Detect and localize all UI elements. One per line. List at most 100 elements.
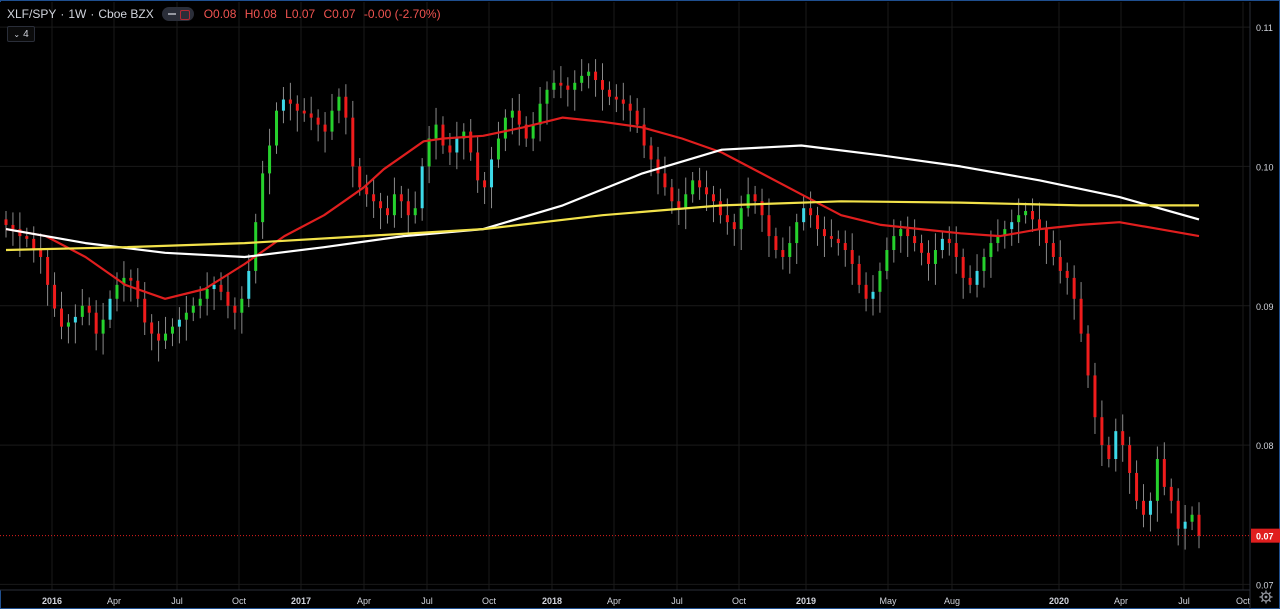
candle-body: [1093, 375, 1097, 418]
candle-body: [1107, 445, 1111, 460]
candle-body: [87, 305, 91, 313]
y-tick-label: 0.11: [1256, 23, 1273, 33]
x-tick-label: Oct: [732, 596, 747, 606]
candle-body: [1169, 486, 1173, 501]
candle-body: [885, 250, 889, 271]
candle-body: [254, 222, 258, 271]
candle-body: [975, 270, 979, 285]
candle-body: [656, 159, 660, 174]
plot-area: [0, 2, 1250, 590]
x-tick-label: Oct: [1236, 596, 1251, 606]
candle-body: [961, 256, 965, 278]
x-tick-label: May: [879, 596, 897, 606]
candle-body: [982, 256, 986, 271]
candle-body: [427, 138, 431, 167]
candle-body: [365, 187, 369, 195]
candle-body: [240, 298, 244, 313]
ma-line-red: [5, 116, 1200, 300]
candle-body: [1176, 500, 1180, 529]
candle-body: [559, 82, 563, 86]
candle-body: [73, 316, 77, 323]
chevron-down-icon: ⌄: [13, 29, 21, 39]
candle-body: [295, 103, 299, 111]
x-tick-label: Jul: [421, 596, 433, 606]
candle-body: [649, 145, 653, 160]
candle-body: [816, 215, 820, 230]
interval-label[interactable]: 1W: [68, 7, 87, 21]
candle-body: [1162, 459, 1166, 487]
y-tick-label: 0.09: [1256, 302, 1274, 312]
candle-body: [954, 243, 958, 257]
candle-body: [372, 194, 376, 202]
candle-body: [601, 80, 604, 90]
candle-body: [947, 238, 951, 244]
candle-body: [899, 229, 903, 237]
candle-body: [864, 284, 868, 299]
candle-body: [739, 208, 743, 230]
candle-body: [913, 236, 917, 244]
candle-body: [524, 124, 528, 139]
candle-body: [926, 252, 930, 264]
candle-body: [4, 219, 8, 225]
candle-body: [850, 250, 854, 264]
high-value: H0.08: [244, 7, 277, 21]
candle-body: [1065, 270, 1069, 278]
candle-body: [32, 238, 36, 251]
candle-body: [711, 194, 715, 202]
candle-body: [1100, 417, 1104, 446]
candle-body: [337, 96, 341, 111]
candle-body: [628, 103, 632, 111]
candle-body: [531, 124, 535, 139]
indicators-toggle[interactable]: ⌄ 4: [7, 26, 35, 42]
candle-body: [836, 238, 840, 244]
candle-body: [1197, 514, 1201, 536]
candle-body: [11, 224, 15, 230]
candle-body: [25, 236, 29, 239]
candle-body: [621, 99, 625, 104]
ma-line-yellow: [5, 200, 1199, 252]
candle-body: [691, 180, 695, 195]
candle-body: [157, 333, 161, 341]
x-tick-label: Apr: [357, 596, 371, 606]
low-value: L0.07: [285, 7, 316, 21]
candle-body: [843, 243, 847, 251]
change-value: -0.00 (-2.70%): [363, 7, 441, 21]
candle-body: [101, 319, 105, 334]
candle-body: [1003, 229, 1007, 237]
ma-line-white: [5, 144, 1200, 259]
candle-body: [455, 138, 459, 153]
candle-body: [448, 145, 452, 153]
candle-body: [940, 238, 944, 251]
candle-body: [594, 71, 598, 81]
candle-body: [1183, 521, 1187, 529]
visibility-toggle-icon[interactable]: [161, 7, 194, 21]
x-tick-label: Apr: [1114, 596, 1128, 606]
candle-body: [476, 152, 480, 181]
symbol-label[interactable]: XLF/SPY: [7, 7, 57, 21]
x-tick-label: Jul: [671, 596, 683, 606]
gear-icon[interactable]: [1259, 590, 1273, 604]
candle-body: [774, 236, 778, 251]
candle-body: [170, 326, 174, 334]
candle-body: [718, 201, 722, 216]
candle-body: [920, 243, 924, 253]
candle-body: [413, 208, 417, 216]
candle-body: [309, 113, 313, 118]
candle-body: [503, 117, 507, 139]
candle-body: [164, 333, 168, 341]
candle-body: [351, 117, 355, 167]
candle-body: [1128, 445, 1132, 473]
candle-body: [462, 131, 466, 139]
candle-body: [226, 291, 230, 306]
x-tick-label: Apr: [107, 596, 121, 606]
candle-body: [1072, 277, 1076, 299]
candle-body: [53, 284, 57, 309]
candle-body: [143, 298, 147, 323]
candle-body: [566, 85, 570, 90]
candle-body: [809, 208, 813, 216]
ohlc-values: O0.08 H0.08 L0.07 C0.07 -0.00 (-2.70%): [204, 7, 446, 21]
candle-body: [760, 201, 764, 216]
candle-body: [184, 312, 188, 320]
exchange-label: Cboe BZX: [98, 7, 154, 21]
